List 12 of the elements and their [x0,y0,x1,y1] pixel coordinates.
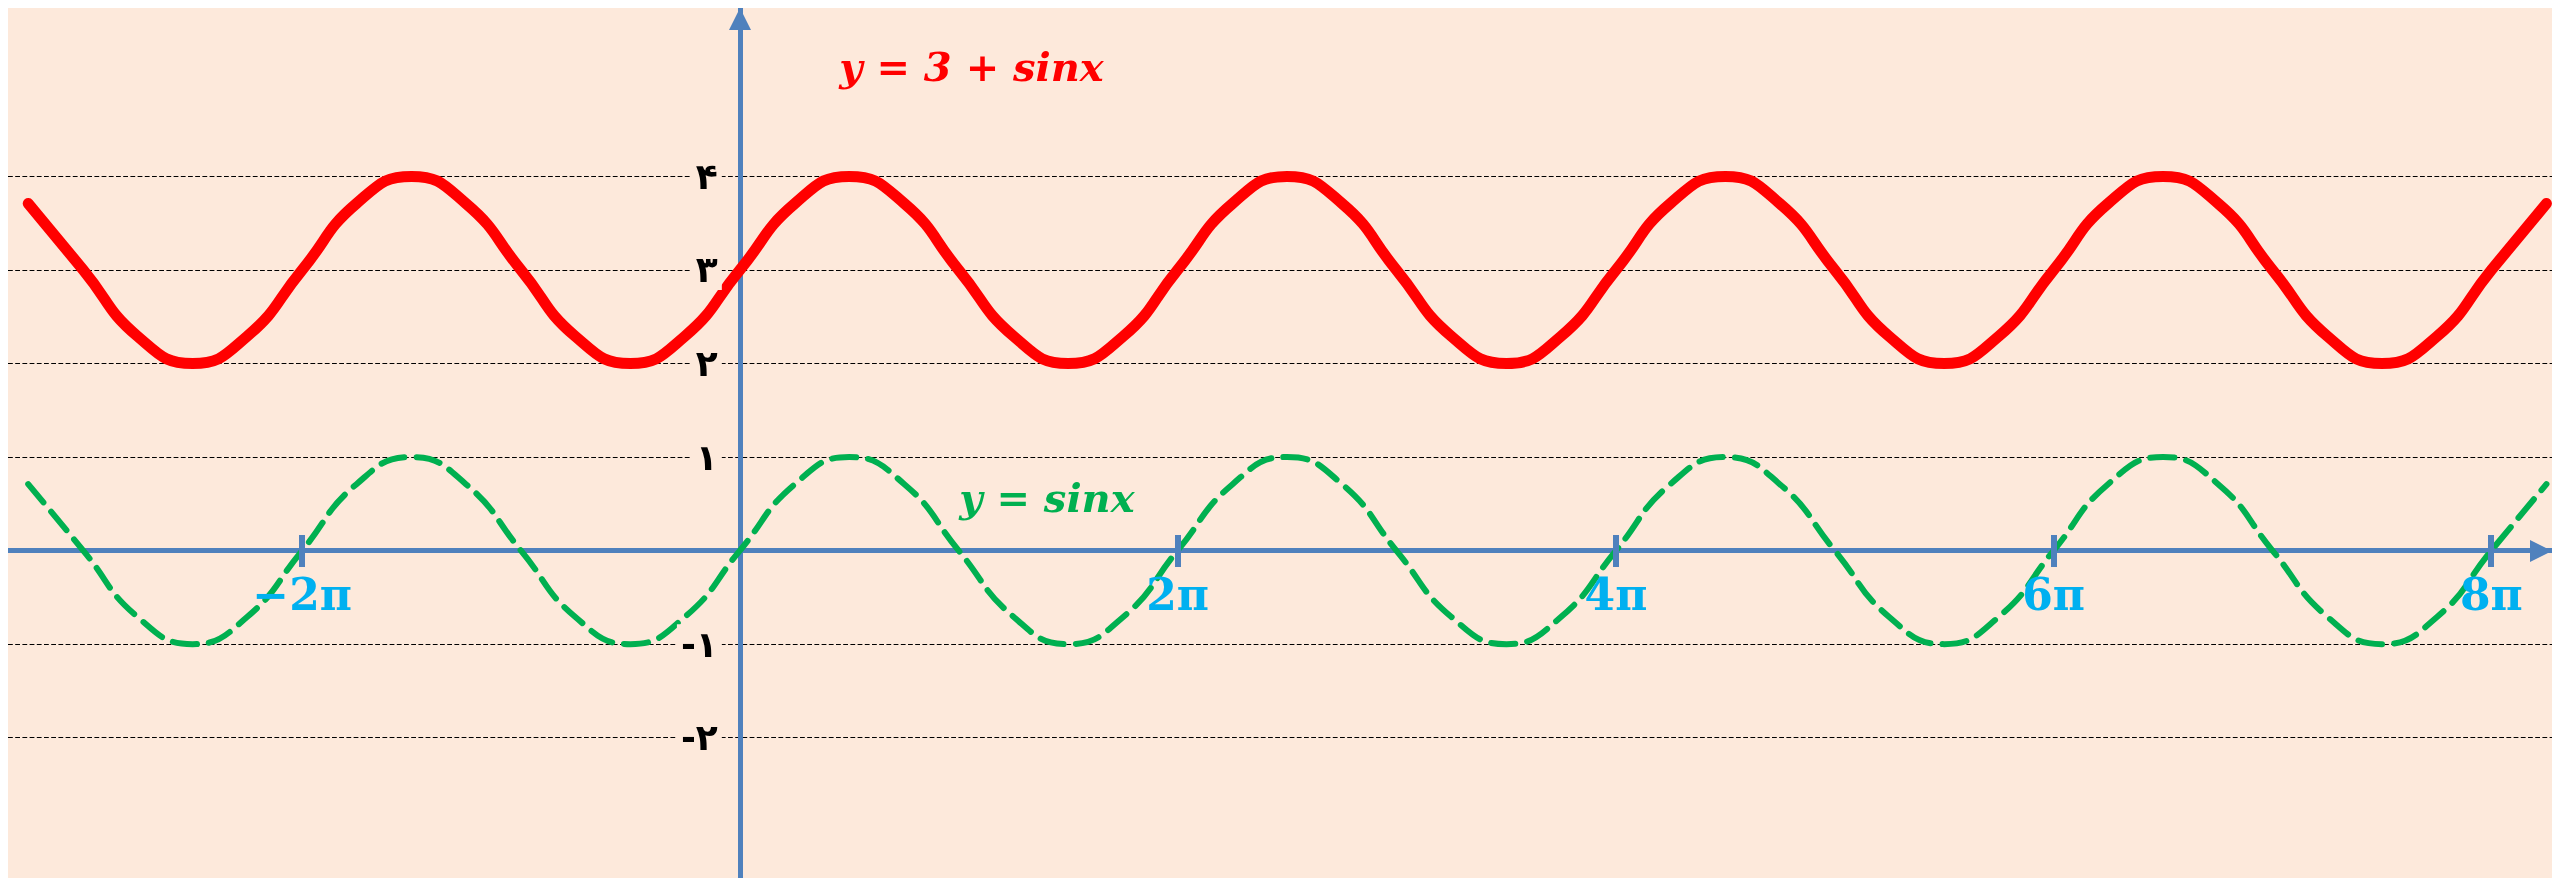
y-tick-label: ۳ [695,249,718,291]
y-tick-label: -۱ [680,623,718,665]
y-tick-label: ۴ [695,155,718,197]
x-tick-label: 2π [1146,569,1209,621]
x-tick-label: 4π [1584,569,1648,621]
series-label: y = sinx [958,473,1136,521]
text: y = 3 + sinx [838,42,1105,90]
y-tick-label: ۲ [695,342,718,384]
y-tick-label: ۱ [695,436,718,478]
x-tick-label: 6π [2022,569,2086,621]
y-tick-label: -۲ [680,717,718,759]
x-tick-label: 8π [2459,569,2523,621]
